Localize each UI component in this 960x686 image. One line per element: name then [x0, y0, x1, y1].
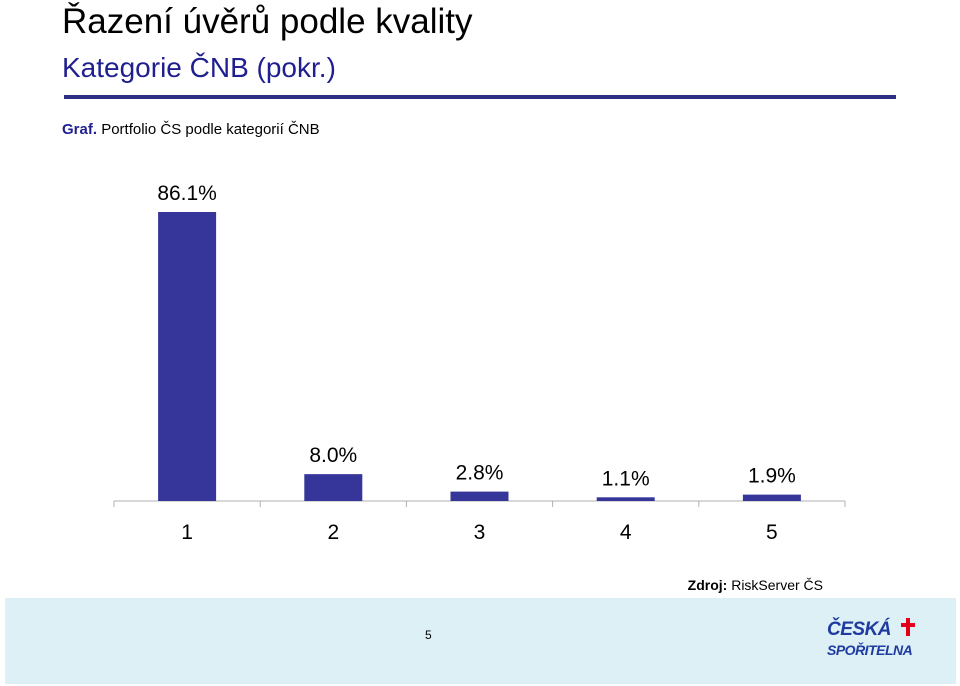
- bar-chart: 86.1% 8.0% 2.8% 1.1% 1.9% 1 2 3 4 5: [113, 182, 846, 544]
- value-label-2: 8.0%: [309, 444, 357, 467]
- value-label-4: 1.1%: [602, 467, 650, 490]
- source-label: Zdroj:: [687, 577, 728, 593]
- ceska-sporitelna-logo: ČESKÁ SPOŘITELNA: [823, 616, 923, 661]
- value-label-1: 86.1%: [157, 182, 217, 205]
- category-label-2: 2: [327, 521, 339, 544]
- category-label-4: 4: [620, 521, 632, 544]
- bar-5: [742, 494, 801, 501]
- logo-emblem-icon: [901, 618, 915, 636]
- page-number: 5: [425, 628, 432, 642]
- category-label-1: 1: [181, 521, 193, 544]
- bar-4: [596, 497, 655, 501]
- slide-title: Řazení úvěrů podle kvality: [62, 2, 473, 41]
- caption-text: Portfolio ČS podle kategorií ČNB: [101, 121, 320, 138]
- slide-subtitle: Kategorie ČNB (pokr.): [62, 52, 336, 83]
- bar-3: [450, 491, 509, 501]
- category-label-5: 5: [766, 521, 778, 544]
- footer-bar: 5 ČESKÁ SPOŘITELNA: [5, 598, 956, 684]
- bar-1: [158, 212, 217, 501]
- source-note: Zdroj: RiskServer ČS: [688, 576, 823, 594]
- value-label-3: 2.8%: [456, 462, 504, 485]
- caption-prefix: Graf.: [62, 121, 98, 138]
- bar-2: [304, 474, 363, 501]
- logo-line-1: ČESKÁ: [827, 619, 892, 640]
- source-text: RiskServer ČS: [731, 577, 823, 593]
- value-label-5: 1.9%: [748, 465, 796, 488]
- chart-caption: Graf. Portfolio ČS podle kategorií ČNB: [62, 120, 320, 140]
- title-divider: [64, 95, 896, 99]
- logo-line-2: SPOŘITELNA: [827, 642, 913, 658]
- category-label-3: 3: [474, 521, 486, 544]
